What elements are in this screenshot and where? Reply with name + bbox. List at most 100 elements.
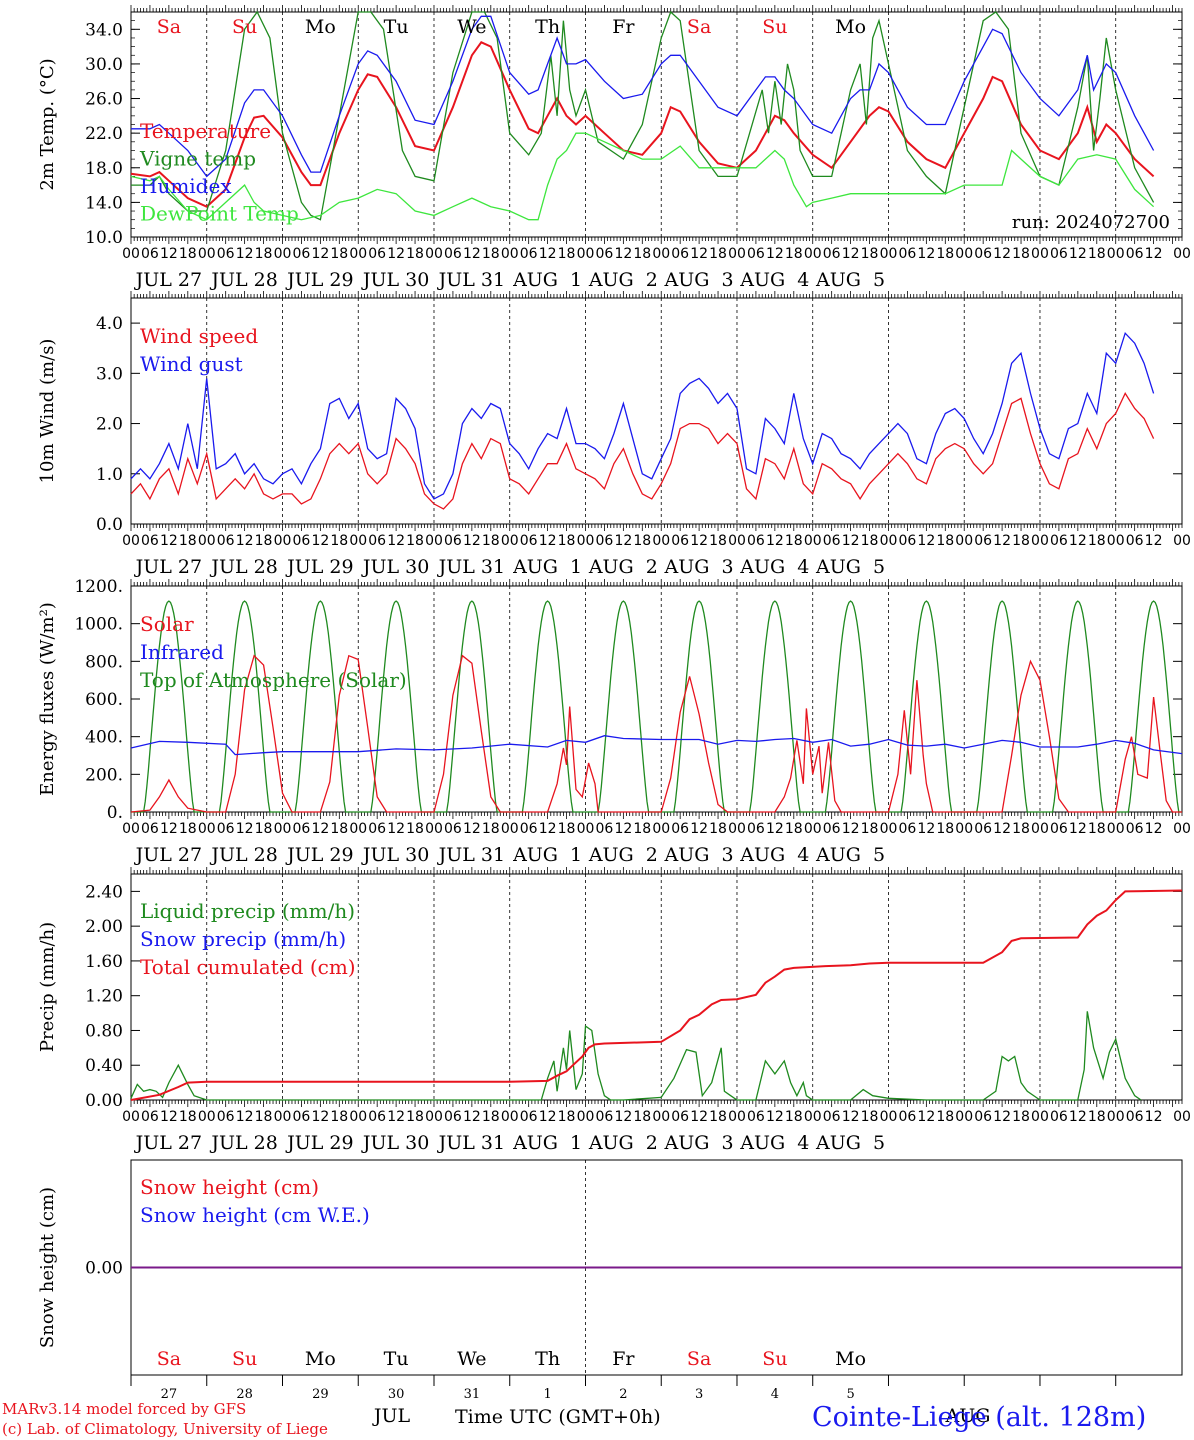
top-day-name: Sa <box>687 16 711 38</box>
energy-hour-label: 18 <box>1012 821 1030 837</box>
snow-day-name: Sa <box>157 1348 181 1370</box>
precip-hour-label: 00 <box>425 1109 443 1125</box>
wind-frame <box>130 297 1183 525</box>
precip-date-label: AUG 2 <box>588 1132 658 1154</box>
energy-hour-label: 00 <box>1107 821 1125 837</box>
temp-hour-label: 18 <box>1088 246 1106 262</box>
wind-hour-label: 18 <box>255 533 273 549</box>
snow-day-name: Fr <box>612 1348 635 1370</box>
series-infrared <box>130 735 1183 756</box>
energy-hour-label: 06 <box>899 821 917 837</box>
wind-hour-label: 12 <box>614 533 632 549</box>
precip-hour-label: 18 <box>482 1109 500 1125</box>
wind-hour-label: 06 <box>444 533 462 549</box>
run-annotation: run: 2024072700 <box>1012 212 1170 233</box>
energy-date-label: AUG 5 <box>815 844 885 866</box>
snow-day-name: Mo <box>305 1348 336 1370</box>
temp-hour-label: 12 <box>311 246 329 262</box>
wind-hour-label: 12 <box>917 533 935 549</box>
wind-hour-label: 18 <box>785 533 803 549</box>
wind-ytick-label: 3.0 <box>96 364 123 384</box>
energy-hour-label: 12 <box>614 821 632 837</box>
temp-hour-label: 12 <box>766 246 784 262</box>
energy-ytick-label: 200. <box>85 765 123 785</box>
energy-hour-label: 06 <box>1050 821 1068 837</box>
temp-hour-label: 12 <box>1069 246 1087 262</box>
wind-hour-label: 00 <box>1031 533 1049 549</box>
temp-hour-label: 06 <box>293 246 311 262</box>
precip-hour-label: 06 <box>747 1109 765 1125</box>
energy-hour-label: 06 <box>974 821 992 837</box>
precip-hour-label: 00 <box>577 1109 595 1125</box>
energy-hour-label: 00 <box>1173 821 1191 837</box>
precip-date-label: AUG 1 <box>512 1132 582 1154</box>
wind-hour-label: 12 <box>690 533 708 549</box>
wind-hour-label: 00 <box>501 533 519 549</box>
snow-day-name: Su <box>232 1348 257 1370</box>
wind-hour-label: 00 <box>728 533 746 549</box>
series-total-cumulated-cm- <box>130 889 1183 1101</box>
top-day-name: Su <box>232 16 257 38</box>
temp-date-label: JUL 29 <box>285 269 353 291</box>
wind-hour-label: 00 <box>349 533 367 549</box>
precip-hour-label: 00 <box>198 1109 216 1125</box>
energy-date-label: JUL 28 <box>209 844 277 866</box>
wind-date-label: JUL 27 <box>134 556 202 578</box>
series-temperature <box>130 41 1155 208</box>
energy-hour-label: 06 <box>1126 821 1144 837</box>
snow-ylabel: Snow height (cm) <box>37 1187 58 1348</box>
temp-hour-label: 18 <box>482 246 500 262</box>
series-wind-speed <box>130 392 1155 510</box>
wind-hour-label: 18 <box>330 533 348 549</box>
wind-hour-label: 18 <box>179 533 197 549</box>
temp-hour-label: 00 <box>955 246 973 262</box>
precip-hour-label: 06 <box>899 1109 917 1125</box>
energy-hour-label: 12 <box>842 821 860 837</box>
snow-day-name: Su <box>762 1348 787 1370</box>
energy-hour-label: 00 <box>728 821 746 837</box>
energy-ytick-label: 0. <box>107 803 123 823</box>
wind-hour-label: 12 <box>539 533 557 549</box>
energy-hour-label: 00 <box>955 821 973 837</box>
energy-hour-label: 12 <box>463 821 481 837</box>
precip-frame <box>130 873 1183 1101</box>
energy-frame <box>130 585 1183 813</box>
precip-hour-label: 12 <box>690 1109 708 1125</box>
time-axis-label: Time UTC (GMT+0h) <box>455 1406 661 1428</box>
precip-date-label: AUG 3 <box>664 1132 734 1154</box>
temp-hour-label: 18 <box>558 246 576 262</box>
wind-hour-label: 18 <box>558 533 576 549</box>
temp-hour-label: 00 <box>1031 246 1049 262</box>
energy-hour-label: 00 <box>1031 821 1049 837</box>
wind-hour-label: 06 <box>368 533 386 549</box>
model-credit: MARv3.14 model forced by GFS <box>2 1400 247 1418</box>
bottom-day-number: 1 <box>543 1387 551 1402</box>
precip-hour-label: 00 <box>1107 1109 1125 1125</box>
temp-hour-label: 00 <box>1173 246 1191 262</box>
energy-hour-label: 18 <box>558 821 576 837</box>
energy-hour-label: 12 <box>311 821 329 837</box>
temp-hour-label: 06 <box>1050 246 1068 262</box>
energy-hour-label: 18 <box>936 821 954 837</box>
temp-date-label: AUG 1 <box>512 269 582 291</box>
wind-hour-label: 06 <box>217 533 235 549</box>
temp-ytick-label: 34.0 <box>85 20 123 40</box>
temp-hour-label: 12 <box>690 246 708 262</box>
snow-day-name: Th <box>535 1348 560 1370</box>
precip-hour-label: 18 <box>255 1109 273 1125</box>
energy-hour-label: 18 <box>255 821 273 837</box>
energy-hour-label: 12 <box>917 821 935 837</box>
wind-hour-label: 00 <box>274 533 292 549</box>
precip-hour-label: 12 <box>1069 1109 1087 1125</box>
energy-date-label: JUL 31 <box>437 844 505 866</box>
bottom-day-number: 2 <box>619 1387 627 1402</box>
energy-hour-label: 06 <box>671 821 689 837</box>
energy-date-label: JUL 27 <box>134 844 202 866</box>
temp-hour-label: 18 <box>633 246 651 262</box>
energy-hour-label: 18 <box>330 821 348 837</box>
temp-hour-label: 06 <box>368 246 386 262</box>
energy-hour-label: 12 <box>236 821 254 837</box>
precip-hour-label: 00 <box>349 1109 367 1125</box>
temp-hour-label: 00 <box>425 246 443 262</box>
precip-hour-label: 06 <box>671 1109 689 1125</box>
